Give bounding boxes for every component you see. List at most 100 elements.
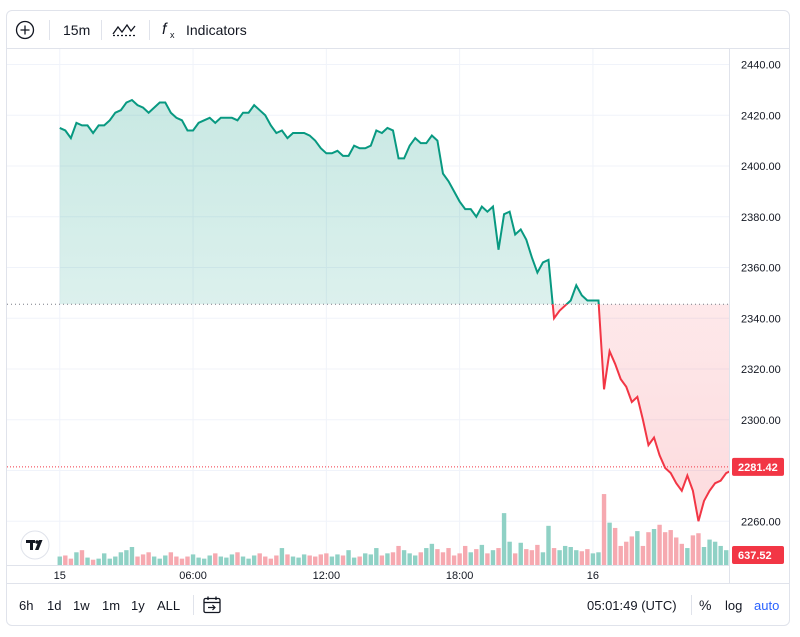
volume-bar [96,558,101,565]
volume-bar [290,556,296,565]
volume-bar [324,553,329,565]
volume-bar [313,556,318,565]
volume-bar [546,525,551,565]
volume-bar [524,549,529,565]
log-label: log [725,597,743,613]
add-symbol-button[interactable] [15,11,35,49]
bottom-toolbar: 6h 1d 1w 1m 1y ALL 05:01:49 (UTC) % log auto [7,583,789,625]
range-button-all[interactable]: ALL [157,597,181,613]
volume-bar [468,552,473,565]
range-button-1m[interactable]: 1m [102,597,121,613]
volume-bar [612,527,618,565]
volume-bar [407,553,412,565]
area-fill-above-baseline [59,100,729,305]
volume-bar [529,550,535,565]
volume-bar [435,549,440,565]
toolbar-divider [193,595,194,615]
volume-bar [151,556,157,565]
volume-bar [385,553,390,565]
price-axis[interactable]: 2440.00 2420.00 2400.00 2380.00 2360.00 2340.… [729,49,789,583]
volume-bar [201,558,207,565]
toolbar-divider [49,20,50,40]
range-button-6h[interactable]: 6h [19,597,34,613]
range-button-1d[interactable]: 1d [47,597,62,613]
range-button-1w[interactable]: 1w [73,597,90,613]
volume-bar [279,548,285,565]
volume-bar [179,558,185,565]
volume-bar [374,548,379,565]
volume-bar [657,524,662,565]
percent-scale-toggle[interactable]: % [699,584,711,625]
volume-bar [363,553,368,565]
indicators-button[interactable]: f x Indicators [161,11,247,49]
volume-bar [712,541,718,565]
volume-bar [129,547,135,565]
volume-bar [629,536,635,565]
volume-bar [240,556,246,565]
volume-bar [340,555,346,565]
y-tick-label: 2400.00 [741,161,781,173]
volume-bar [413,555,418,565]
clock-display[interactable]: 05:01:49 (UTC) [587,584,677,625]
volume-bar [174,556,179,565]
volume-bar [357,556,362,565]
volume-bar [107,558,112,565]
toolbar-divider [149,20,150,40]
volume-bar [229,554,235,565]
volume-bar [68,558,74,565]
chart-type-button[interactable] [111,11,137,49]
volume-bar [590,553,596,565]
volume-bar [446,548,451,565]
volume-bars [57,494,746,565]
price-chart[interactable]: 2440.00 2420.00 2400.00 2380.00 2360.00 2340.… [7,49,789,583]
volume-bar [685,548,690,565]
interval-button[interactable]: 15m [63,11,90,49]
volume-bar [596,552,601,565]
volume-bar [635,531,640,565]
y-tick-label: 2380.00 [741,212,781,224]
plus-circle-icon [15,20,35,40]
volume-bar [218,556,224,565]
volume-bar [246,558,251,565]
log-scale-toggle[interactable]: log [725,584,743,625]
volume-bar [296,557,301,565]
volume-bar [462,545,468,565]
volume-bar [429,543,435,565]
volume-bar [618,545,623,565]
date-range-button[interactable] [201,584,223,625]
volume-bar [401,550,407,565]
last-volume-badge [732,546,784,564]
interval-label: 15m [63,22,91,38]
volume-bar [146,552,151,565]
auto-scale-toggle[interactable]: auto [754,584,779,625]
volume-bar [535,544,540,565]
volume-bar [57,556,62,565]
volume-bar [607,522,612,565]
volume-bar [601,494,607,565]
volume-bar [396,545,401,565]
volume-bar [562,545,568,565]
volume-bar [335,554,340,565]
tradingview-logo[interactable] [20,530,50,560]
volume-bar [479,544,485,565]
calendar-goto-icon [203,596,221,614]
y-tick-label: 2440.00 [741,60,781,72]
last-price-label: 2281.42 [738,462,778,474]
volume-bar [263,556,268,565]
volume-bar [235,552,240,565]
volume-bar [490,550,496,565]
volume-bar [518,542,523,565]
volume-bar [707,539,712,565]
volume-bar [640,545,646,565]
volume-bar [679,543,684,565]
range-button-1y[interactable]: 1y [131,597,145,613]
volume-bar [163,555,168,565]
y-tick-label: 2420.00 [741,110,781,122]
chart-widget: 15m f x Indicators [6,10,790,626]
volume-bar [113,556,118,565]
volume-bar [718,545,723,565]
tv-logo-icon [26,540,43,550]
time-axis[interactable]: 15 06:00 12:00 18:00 16 [7,565,729,583]
price-line-above-baseline [59,98,600,305]
volume-bar [301,554,307,565]
